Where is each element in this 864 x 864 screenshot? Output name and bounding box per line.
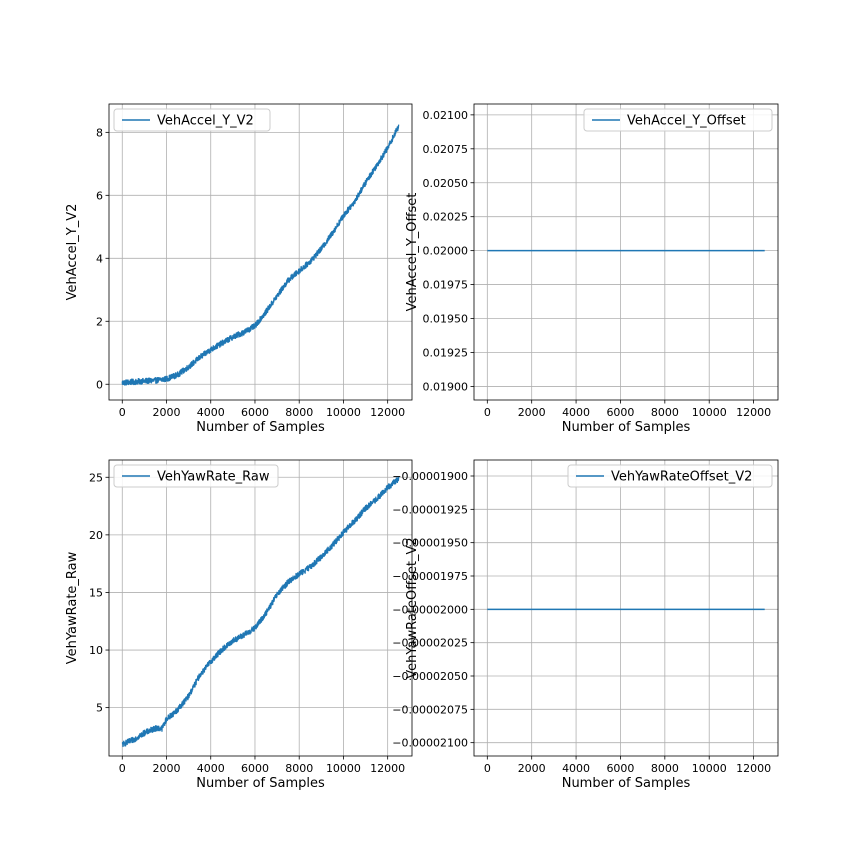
y-tick-label: 0.02025 bbox=[423, 211, 469, 224]
x-axis-label: Number of Samples bbox=[562, 420, 691, 435]
y-axis-label: VehYawRate_Raw bbox=[65, 551, 80, 664]
x-tick-label: 6000 bbox=[606, 762, 634, 775]
series-line bbox=[121, 124, 400, 386]
y-tick-label: 8 bbox=[96, 126, 103, 139]
x-tick-label: 2000 bbox=[153, 406, 181, 419]
y-tick-label: −0.00001900 bbox=[392, 470, 468, 483]
x-tick-label: 12000 bbox=[736, 762, 771, 775]
y-tick-label: 0.01900 bbox=[423, 380, 469, 393]
x-tick-label: 6000 bbox=[241, 762, 269, 775]
x-tick-label: 0 bbox=[484, 406, 491, 419]
y-tick-label: 0.02075 bbox=[423, 143, 469, 156]
x-tick-label: 0 bbox=[119, 406, 126, 419]
legend: VehYawRate_Raw bbox=[113, 464, 279, 488]
x-tick-label: 2000 bbox=[518, 762, 546, 775]
x-tick-label: 10000 bbox=[326, 762, 361, 775]
y-tick-label: 0.01925 bbox=[423, 346, 469, 359]
x-axis-label: Number of Samples bbox=[562, 776, 691, 791]
x-tick-label: 10000 bbox=[326, 406, 361, 419]
legend: VehYawRateOffset_V2 bbox=[567, 464, 773, 488]
y-tick-label: 6 bbox=[96, 189, 103, 202]
subplot-top-left: 0 2000 4000 6000 8000 10000 12000 0 2 4 6 8 Number o… bbox=[65, 103, 413, 435]
legend-box bbox=[113, 464, 279, 488]
y-axis-label: VehAccel_Y_Offset bbox=[405, 193, 420, 312]
x-tick-label: 8000 bbox=[651, 762, 679, 775]
legend-label: VehYawRate_Raw bbox=[157, 470, 270, 485]
y-tick-label: 0 bbox=[96, 378, 103, 391]
y-tick-label: 2 bbox=[96, 315, 103, 328]
x-tick-label: 4000 bbox=[562, 762, 590, 775]
x-tick-label: 4000 bbox=[197, 762, 225, 775]
axes-frame bbox=[473, 459, 779, 757]
y-tick-label: 4 bbox=[96, 252, 103, 265]
y-tick-label: 0.01975 bbox=[423, 279, 469, 292]
x-tick-label: 10000 bbox=[692, 762, 727, 775]
y-tick-label: 15 bbox=[89, 586, 103, 599]
y-tick-label: 5 bbox=[96, 702, 103, 715]
y-tick-label: 25 bbox=[89, 471, 103, 484]
x-tick-label: 0 bbox=[119, 762, 126, 775]
series-line bbox=[121, 476, 400, 748]
axes-frame bbox=[108, 103, 413, 401]
x-tick-label: 10000 bbox=[692, 406, 727, 419]
x-tick-label: 4000 bbox=[197, 406, 225, 419]
y-tick-label: −0.00001925 bbox=[392, 503, 468, 516]
y-tick-label: 0.01950 bbox=[423, 313, 469, 326]
legend-label: VehYawRateOffset_V2 bbox=[611, 470, 752, 485]
legend-box bbox=[567, 464, 773, 488]
x-tick-label: 2000 bbox=[153, 762, 181, 775]
x-axis-label: Number of Samples bbox=[196, 420, 325, 435]
x-tick-label: 6000 bbox=[241, 406, 269, 419]
y-axis-label: VehAccel_Y_V2 bbox=[65, 204, 80, 301]
y-tick-label: 0.02000 bbox=[423, 245, 469, 258]
axes-frame bbox=[108, 459, 413, 757]
legend-label: VehAccel_Y_V2 bbox=[157, 114, 254, 129]
subplot-bottom-left: 0 2000 4000 6000 8000 10000 12000 5 10 15 20 25 Numb… bbox=[65, 459, 413, 791]
y-tick-label: −0.00002075 bbox=[392, 703, 468, 716]
legend: VehAccel_Y_Offset bbox=[583, 108, 773, 132]
x-tick-label: 8000 bbox=[651, 406, 679, 419]
x-tick-label: 0 bbox=[484, 762, 491, 775]
x-tick-label: 4000 bbox=[562, 406, 590, 419]
y-tick-label: −0.00001975 bbox=[392, 570, 468, 583]
y-tick-label: −0.00001950 bbox=[392, 537, 468, 550]
y-tick-label: 0.02100 bbox=[423, 109, 469, 122]
y-tick-label: 10 bbox=[89, 644, 103, 657]
x-tick-label: 8000 bbox=[285, 406, 313, 419]
legend-box bbox=[583, 108, 773, 132]
y-tick-label: −0.00002000 bbox=[392, 603, 468, 616]
y-tick-label: 20 bbox=[89, 529, 103, 542]
y-tick-label: −0.00002025 bbox=[392, 637, 468, 650]
x-tick-label: 6000 bbox=[606, 406, 634, 419]
x-tick-label: 12000 bbox=[736, 406, 771, 419]
axes-frame bbox=[473, 103, 779, 401]
x-tick-label: 12000 bbox=[370, 406, 405, 419]
y-tick-label: 0.02050 bbox=[423, 177, 469, 190]
subplot-top-right: 0 2000 4000 6000 8000 10000 12000 0.01900 0.0192… bbox=[405, 103, 779, 435]
x-tick-label: 12000 bbox=[370, 762, 405, 775]
legend-box bbox=[113, 108, 271, 132]
y-axis-label: VehYawRateOffset_V2 bbox=[405, 537, 420, 678]
y-tick-label: −0.00002050 bbox=[392, 670, 468, 683]
legend-label: VehAccel_Y_Offset bbox=[627, 114, 746, 129]
x-tick-label: 2000 bbox=[518, 406, 546, 419]
subplot-bottom-right: 0 2000 4000 6000 8000 10000 12000 −0.00002100 −0… bbox=[392, 459, 779, 791]
y-tick-label: −0.00002100 bbox=[392, 737, 468, 750]
legend: VehAccel_Y_V2 bbox=[113, 108, 271, 132]
x-tick-label: 8000 bbox=[285, 762, 313, 775]
x-axis-label: Number of Samples bbox=[196, 776, 325, 791]
